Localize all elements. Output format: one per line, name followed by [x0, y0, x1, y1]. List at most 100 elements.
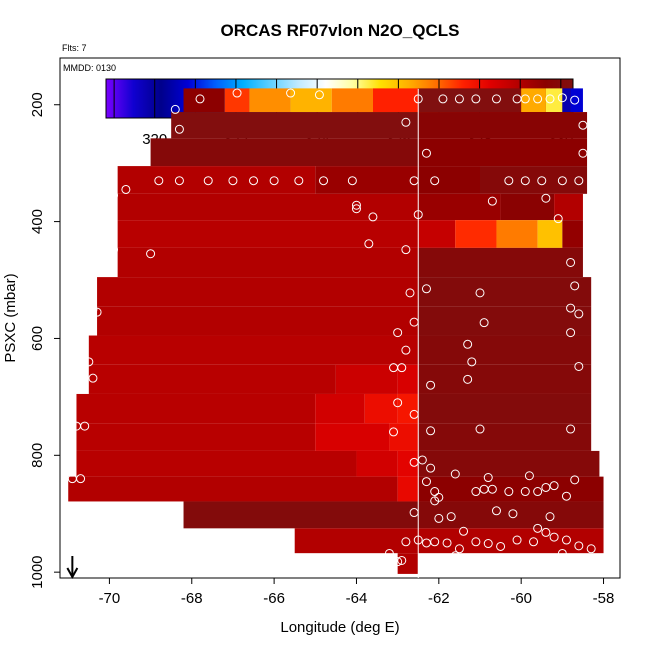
data-point: [364, 239, 374, 249]
data-point: [533, 487, 543, 497]
data-point: [479, 318, 489, 328]
data-point: [537, 176, 547, 186]
heatmap-cell: [455, 220, 497, 248]
data-point: [557, 93, 567, 103]
data-point: [512, 535, 522, 545]
data-point: [463, 374, 473, 384]
data-point: [578, 120, 588, 130]
data-point: [483, 473, 493, 483]
heatmap-cell: [76, 393, 316, 424]
data-point: [463, 339, 473, 349]
data-point: [566, 424, 576, 434]
data-point: [426, 380, 436, 390]
data-point: [529, 537, 539, 547]
data-point: [319, 176, 329, 186]
heatmap-cell: [480, 166, 588, 194]
y-axis: 200 400 600 800 1000: [29, 92, 60, 589]
data-point: [450, 551, 460, 561]
data-point: [570, 475, 580, 485]
data-point: [434, 513, 444, 523]
heatmap-cell: [496, 220, 538, 248]
data-point: [541, 561, 551, 571]
heatmap-cell: [554, 193, 583, 221]
data-point: [561, 535, 571, 545]
heatmap-cell: [315, 166, 419, 194]
data-point: [80, 421, 90, 431]
heatmap-cell: [224, 88, 250, 113]
heatmap-cell: [397, 476, 419, 502]
heatmap-cell: [418, 450, 600, 477]
x-tick-label: -66: [263, 590, 285, 607]
data-point: [450, 469, 460, 479]
heatmap-cell: [150, 138, 419, 167]
heatmap-cell: [335, 364, 398, 394]
data-point: [92, 307, 102, 317]
data-point: [195, 94, 205, 104]
heatmap-cell: [249, 88, 291, 113]
data-point: [438, 94, 448, 104]
heatmap-cell: [418, 393, 592, 424]
data-point: [104, 225, 114, 235]
y-tick-label: 400: [29, 209, 46, 234]
heatmap-cell: [397, 364, 419, 394]
data-point: [483, 539, 493, 549]
data-point: [430, 176, 440, 186]
heatmap-cell: [418, 306, 592, 336]
data-point: [269, 176, 279, 186]
y-tick-label: 800: [29, 443, 46, 468]
x-axis-label: Longitude (deg E): [280, 619, 399, 636]
heatmap-cell: [97, 277, 419, 307]
data-point: [471, 537, 481, 547]
data-point: [347, 176, 357, 186]
data-point: [421, 477, 431, 487]
heatmap-cell: [117, 220, 419, 248]
data-point: [496, 541, 506, 551]
x-axis: -70 -68 -66 -64 -62 -60 -58: [99, 578, 614, 607]
heatmap-cell: [372, 88, 419, 113]
data-point: [566, 328, 576, 338]
data-point: [397, 555, 407, 565]
data-point: [487, 196, 497, 206]
data-point: [446, 512, 456, 522]
heatmap-cell: [97, 306, 419, 336]
data-point: [401, 117, 411, 127]
data-point: [504, 176, 514, 186]
data-point: [533, 523, 543, 533]
data-point: [129, 148, 139, 158]
y-tick-label: 600: [29, 326, 46, 351]
data-point: [393, 398, 403, 408]
data-point: [203, 176, 213, 186]
data-point: [426, 426, 436, 436]
data-point: [475, 288, 485, 298]
y-axis-label: PSXC (mbar): [2, 273, 19, 362]
data-point: [170, 104, 180, 114]
data-point: [557, 176, 567, 186]
data-point: [549, 532, 559, 542]
data-point: [574, 541, 584, 551]
heatmap-cell: [397, 553, 419, 574]
heatmap-cell: [562, 220, 583, 248]
data-point: [409, 457, 419, 467]
heatmap-cell: [389, 423, 419, 451]
data-point: [421, 284, 431, 294]
data-point: [586, 544, 596, 554]
data-point: [491, 506, 501, 516]
data-point: [249, 176, 259, 186]
data-point: [294, 176, 304, 186]
data-point: [553, 214, 563, 224]
heatmap-cell: [88, 364, 336, 394]
data-point: [504, 487, 514, 497]
data-point: [566, 303, 576, 313]
data-point: [109, 190, 119, 200]
data-point: [541, 193, 551, 203]
data-point: [491, 94, 501, 104]
data-point: [228, 176, 238, 186]
heatmap-cells: [68, 88, 604, 574]
y-tick-label: 1000: [29, 555, 46, 588]
data-point: [487, 484, 497, 494]
data-point: [405, 288, 415, 298]
data-point: [146, 249, 156, 259]
heatmap-cell: [418, 335, 592, 365]
chart-title: ORCAS RF07vlon N2O_QCLS: [221, 21, 460, 40]
heatmap-cell: [418, 112, 588, 139]
